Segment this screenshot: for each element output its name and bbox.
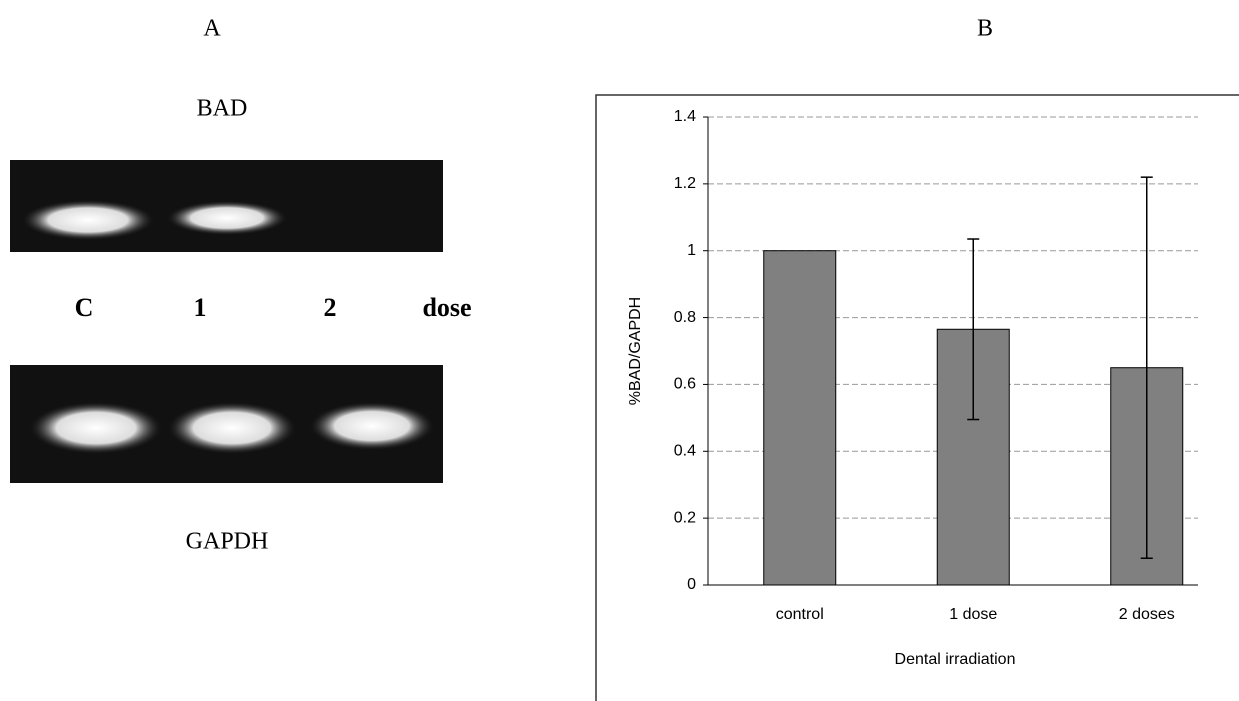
y-tick-label: 0.6 <box>674 376 696 393</box>
y-tick-label: 0 <box>687 576 696 593</box>
gel-band <box>30 402 162 454</box>
panel-label: B <box>977 16 993 42</box>
y-axis-title: %BAD/GAPDH <box>627 297 644 405</box>
x-tick-label: 2 doses <box>1119 606 1175 623</box>
gel-label: GAPDH <box>186 529 269 555</box>
y-tick-label: 0.4 <box>674 443 696 460</box>
panel-label: A <box>203 16 221 42</box>
bar <box>764 251 836 585</box>
x-tick-label: control <box>776 606 824 623</box>
gel-band <box>168 402 296 454</box>
gel-band <box>167 201 287 235</box>
page: A B BAD GAPDH C 1 2 dose Dental irradiat… <box>0 0 1239 701</box>
y-tick-label: 1.2 <box>674 175 696 192</box>
y-tick-label: 0.2 <box>674 509 696 526</box>
lane-label: 1 <box>194 293 207 322</box>
gel-band <box>310 402 434 450</box>
x-axis-title: Dental irradiation <box>895 651 1016 668</box>
figure: A B BAD GAPDH C 1 2 dose Dental irradiat… <box>0 0 1239 701</box>
gel-band <box>22 200 154 240</box>
lane-label: dose <box>422 293 471 322</box>
y-tick-label: 1.4 <box>674 108 696 125</box>
y-tick-label: 1 <box>687 242 696 259</box>
gel-label: BAD <box>197 96 248 122</box>
lane-label: C <box>75 293 94 322</box>
x-tick-label: 1 dose <box>949 606 997 623</box>
y-tick-label: 0.8 <box>674 309 696 326</box>
lane-label: 2 <box>324 293 337 322</box>
